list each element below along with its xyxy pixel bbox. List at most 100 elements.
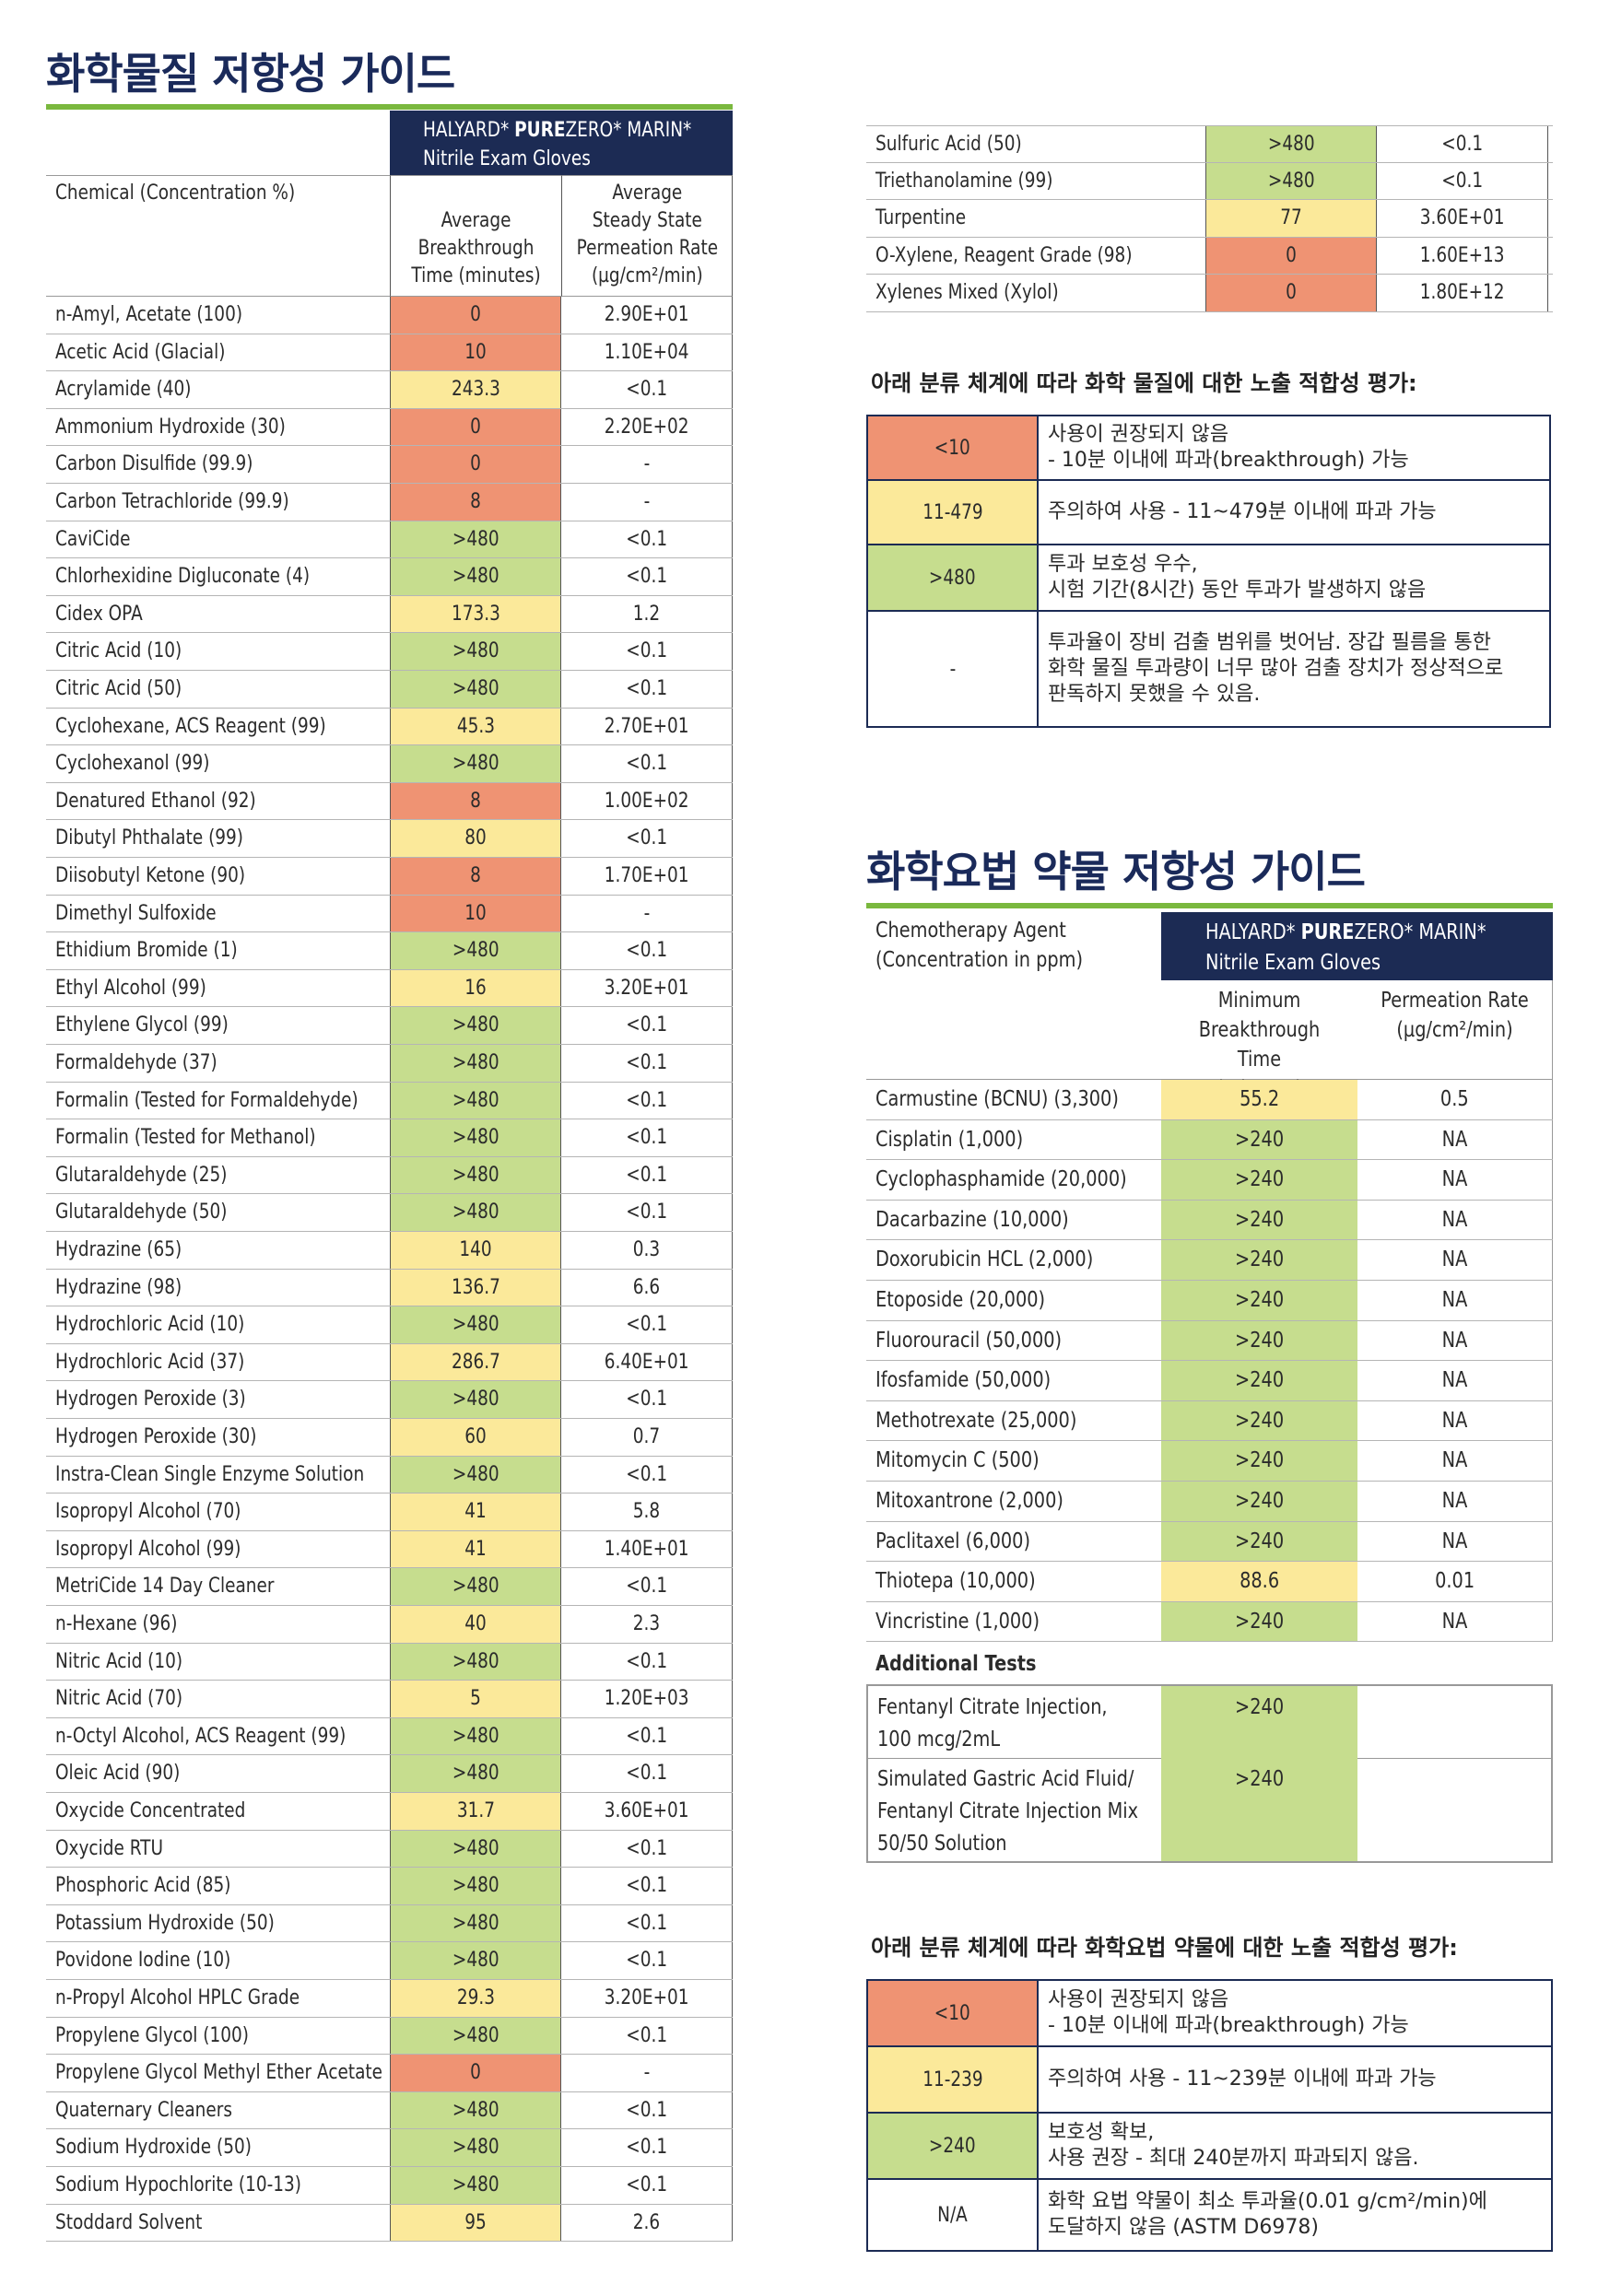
permeation-rate: <0.1 xyxy=(561,1045,733,1082)
chemical-name-text: Phosphoric Acid (85) xyxy=(55,1874,231,1898)
additional-tests-table: Fentanyl Citrate Injection, 100 mcg/2mL >… xyxy=(866,1684,1553,1863)
breakthrough-value: >480 xyxy=(452,565,499,589)
table-row: Paclitaxel (6,000) >240 NA xyxy=(866,1521,1553,1563)
table-row: Turpentine 77 3.60E+01 xyxy=(866,200,1553,238)
agent-name: Cisplatin (1,000) xyxy=(875,1120,1052,1160)
breakthrough-time: >480 xyxy=(390,1381,561,1418)
chemical-name-text: CaviCide xyxy=(55,527,131,551)
permeation-value: <0.1 xyxy=(1441,133,1483,156)
chemical-name-text: Hydrogen Peroxide (3) xyxy=(55,1388,246,1412)
breakthrough-time: 173.3 xyxy=(390,595,561,633)
test-name-text: Fentanyl Citrate Injection, 100 mcg/2mL xyxy=(877,1695,1108,1751)
header-permeation-label: Average Steady State Permeation Rate (µg… xyxy=(576,182,718,287)
permeation-value: NA xyxy=(1441,1448,1468,1473)
chemical-name: Nitric Acid (10) xyxy=(55,1644,206,1681)
agent-name-text: Thiotepa (10,000) xyxy=(875,1569,1036,1594)
table-row: Fentanyl Citrate Injection, 100 mcg/2mL >… xyxy=(868,1686,1551,1759)
breakthrough-value: >240 xyxy=(1234,1248,1285,1272)
breakthrough-time: 55.2 xyxy=(1161,1080,1357,1119)
breakthrough-value: 0 xyxy=(470,303,481,326)
table-row: Citric Acid (50) >480 <0.1 xyxy=(46,671,733,709)
breakthrough-time: >480 xyxy=(390,521,561,558)
chemical-name-text: Denatured Ethanol (92) xyxy=(55,789,256,813)
table-row: Citric Acid (10) >480 <0.1 xyxy=(46,633,733,671)
permeation-rate: <0.1 xyxy=(561,1306,733,1343)
agent-name-text: Mitoxantrone (2,000) xyxy=(875,1489,1063,1513)
agent-name-text: Mitomycin C (500) xyxy=(875,1448,1040,1473)
permeation-value: <0.1 xyxy=(626,1874,667,1898)
breakthrough-value: >480 xyxy=(452,1013,499,1037)
header-breakthrough-label: Average Breakthrough Time (minutes) xyxy=(411,209,541,287)
breakthrough-time: >240 xyxy=(1161,1160,1357,1200)
breakthrough-value: 80 xyxy=(464,826,487,850)
legend-row: N/A 화학 요법 약물이 최소 투과율(0.01 g/cm²/min)에 도달하… xyxy=(868,2180,1551,2250)
breakthrough-time: 8 xyxy=(390,484,561,521)
chem-guide-title: 화학물질 저항성 가이드 xyxy=(46,49,455,99)
chemical-name-text: Acetic Acid (Glacial) xyxy=(55,340,226,364)
table-row: Formalin (Tested for Methanol) >480 <0.1 xyxy=(46,1119,733,1157)
breakthrough-value: >240 xyxy=(1234,1609,1285,1634)
chemical-name: Cyclohexanol (99) xyxy=(55,745,239,782)
permeation-value: <0.1 xyxy=(626,2023,667,2047)
breakthrough-value: >480 xyxy=(452,1724,499,1748)
permeation-rate: 1.00E+02 xyxy=(561,782,733,820)
breakthrough-value: 88.6 xyxy=(1239,1569,1280,1594)
breakthrough-value: 8 xyxy=(470,789,481,813)
table-row: Sodium Hydroxide (50) >480 <0.1 xyxy=(46,2129,733,2167)
breakthrough-value: >480 xyxy=(452,2098,499,2122)
chemical-name: Ethylene Glycol (99) xyxy=(55,1007,262,1044)
permeation-value: NA xyxy=(1441,1368,1468,1393)
breakthrough-value: >240 xyxy=(1234,1529,1285,1553)
legend-key-text: >240 xyxy=(929,2134,976,2158)
breakthrough-time: >480 xyxy=(390,1643,561,1681)
chemical-name: Povidone Iodine (10) xyxy=(55,1942,264,1979)
breakthrough-value: 173.3 xyxy=(451,602,500,626)
permeation-rate: <0.1 xyxy=(561,1119,733,1156)
permeation-value: <0.1 xyxy=(626,1313,667,1337)
legend-key-text: <10 xyxy=(934,2001,971,2025)
agent-name: Cyclophasphamide (20,000) xyxy=(875,1160,1175,1200)
permeation-value: 1.10E+04 xyxy=(604,340,689,364)
table-row: Denatured Ethanol (92) 8 1.00E+02 xyxy=(46,782,733,821)
breakthrough-value: >480 xyxy=(452,2136,499,2160)
chemical-name: Quaternary Cleaners xyxy=(55,2092,266,2129)
breakthrough-time: 243.3 xyxy=(390,371,561,408)
breakthrough-time: 29.3 xyxy=(390,1980,561,2017)
chemical-name-text: Formaldehyde (37) xyxy=(55,1051,217,1074)
title-underline xyxy=(46,104,733,110)
permeation-value: <0.1 xyxy=(626,1649,667,1673)
permeation-value: <0.1 xyxy=(626,1836,667,1860)
breakthrough-time: 95 xyxy=(390,2204,561,2242)
permeation-value: 2.6 xyxy=(632,2210,661,2234)
breakthrough-value: >480 xyxy=(452,2173,499,2196)
permeation-value: NA xyxy=(1441,1609,1468,1634)
breakthrough-value: >480 xyxy=(452,1949,499,1973)
chemical-name: Hydrazine (65) xyxy=(55,1232,206,1269)
table-row: Carbon Tetrachloride (99.9) 8 - xyxy=(46,484,733,521)
table-row: n-Propyl Alcohol HPLC Grade 29.3 3.20E+01 xyxy=(46,1980,733,2018)
agent-name-text: Vincristine (1,000) xyxy=(875,1609,1040,1634)
permeation-value: 5.8 xyxy=(632,1500,661,1524)
agent-name-text: Carmustine (BCNU) (3,300) xyxy=(875,1087,1119,1111)
permeation-rate: <0.1 xyxy=(561,521,733,558)
permeation-rate: 2.90E+01 xyxy=(561,297,733,334)
legend-row: - 투과율이 장비 검출 범위를 벗어남. 장갑 필름을 통한 화학 물질 투과량… xyxy=(868,612,1549,726)
permeation-value: <0.1 xyxy=(626,1201,667,1224)
permeation-rate: NA xyxy=(1357,1361,1553,1400)
breakthrough-value: >480 xyxy=(452,1762,499,1786)
chemo-guide-title: 화학요법 약물 저항성 가이드 xyxy=(866,847,1366,896)
header-permeation-rate: Permeation Rate (µg/cm²/min) xyxy=(1357,980,1553,1080)
table-row: Potassium Hydroxide (50) >480 <0.1 xyxy=(46,1904,733,1943)
breakthrough-time: 88.6 xyxy=(1161,1562,1357,1601)
permeation-rate: 2.20E+02 xyxy=(561,408,733,446)
chemical-name-text: Acrylamide (40) xyxy=(55,378,192,402)
breakthrough-time: >240 xyxy=(1161,1119,1357,1160)
chemical-name: MetriCide 14 Day Cleaner xyxy=(55,1568,316,1605)
chemical-name: Carbon Disulfide (99.9) xyxy=(55,446,290,483)
chemical-name-text: Xylenes Mixed (Xylol) xyxy=(875,281,1059,305)
breakthrough-time: >480 xyxy=(1205,126,1377,162)
table-row: Dacarbazine (10,000) >240 NA xyxy=(866,1200,1553,1241)
chemical-name-text: Turpentine xyxy=(875,206,967,230)
table-row: Methotrexate (25,000) >240 NA xyxy=(866,1400,1553,1442)
chemical-name-text: Dimethyl Sulfoxide xyxy=(55,901,217,925)
